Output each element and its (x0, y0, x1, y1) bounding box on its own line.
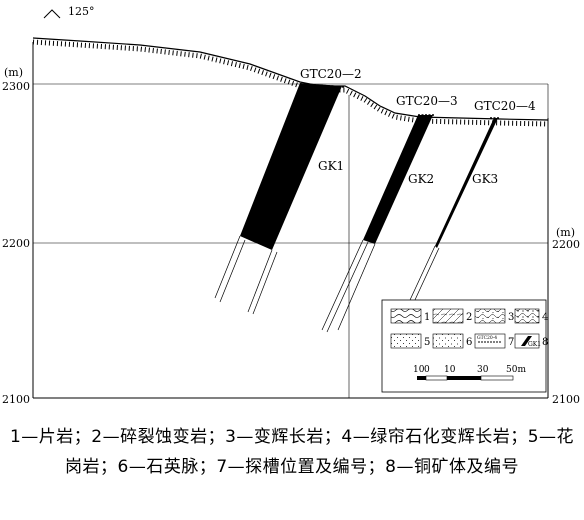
terrain-line (32, 37, 549, 121)
left-tick-2300: 2300 (2, 80, 30, 93)
legend-swatch-7 (474, 333, 506, 349)
orientation-label: 125° (68, 5, 95, 18)
ore-body-gk3 (409, 118, 498, 303)
legend-num-2: 2 (466, 312, 472, 323)
scale-label-50m: 50m (506, 365, 526, 375)
trench-label-gtc20-4: GTC20—4 (474, 99, 536, 113)
scale-label-10: 10 (444, 365, 456, 375)
left-tick-2100: 2100 (2, 393, 30, 406)
ore-label-gk2: GK2 (408, 172, 434, 186)
ore-label-gk3: GK3 (472, 172, 498, 186)
left-tick-2200: 2200 (2, 237, 30, 250)
legend-num-1: 1 (424, 312, 430, 323)
trench-label-gtc20-2: GTC20—2 (300, 67, 362, 81)
legend-swatch-4 (514, 308, 540, 324)
legend-num-5: 5 (424, 337, 430, 348)
legend-swatch-2 (432, 308, 464, 324)
figure-caption: 1—片岩；2—碎裂蚀变岩；3—变辉长岩；4—绿帘石化变辉长岩；5—花岗岩；6—石… (9, 427, 575, 477)
ore-body-gk1 (214, 83, 342, 315)
legend-swatch-6 (432, 333, 464, 349)
section-frame (32, 42, 549, 399)
trench-markers (299, 83, 500, 119)
legend-swatch-7-text: GTC20-4 (477, 335, 497, 341)
ore-label-gk1: GK1 (318, 159, 344, 173)
trench-label-gtc20-3: GTC20—3 (396, 94, 458, 108)
right-unit-label: (m) (556, 226, 575, 239)
left-unit-label: (m) (4, 66, 23, 79)
legend-swatch-1 (390, 308, 422, 324)
legend-num-3: 3 (508, 312, 514, 323)
scale-label-10-left: 10 (413, 365, 425, 375)
scale-bar: 10 0 10 30 50m (413, 365, 526, 381)
scale-label-30: 30 (477, 365, 489, 375)
scale-label-0: 0 (424, 365, 430, 375)
legend-swatch-5 (390, 333, 422, 349)
legend: 1 2 3 4 5 6 GTC20-4 7 GK1 8 10 0 10 30 5… (381, 299, 548, 393)
ore-body-gk2 (321, 115, 433, 333)
orientation-arrow-icon (43, 9, 61, 19)
legend-num-8: 8 (542, 337, 548, 348)
legend-swatch-3 (474, 308, 506, 324)
legend-swatch-8-text: GK1 (528, 341, 541, 348)
orientation-marker: 125° (43, 5, 95, 19)
elevation-gridlines (33, 83, 549, 398)
legend-num-4: 4 (542, 312, 548, 323)
legend-num-6: 6 (466, 337, 472, 348)
right-tick-2100: 2100 (552, 393, 580, 406)
legend-swatch-8-ore (521, 336, 532, 346)
topographic-surface (32, 37, 549, 127)
legend-num-7: 7 (508, 337, 514, 348)
right-tick-2200: 2200 (552, 238, 580, 251)
